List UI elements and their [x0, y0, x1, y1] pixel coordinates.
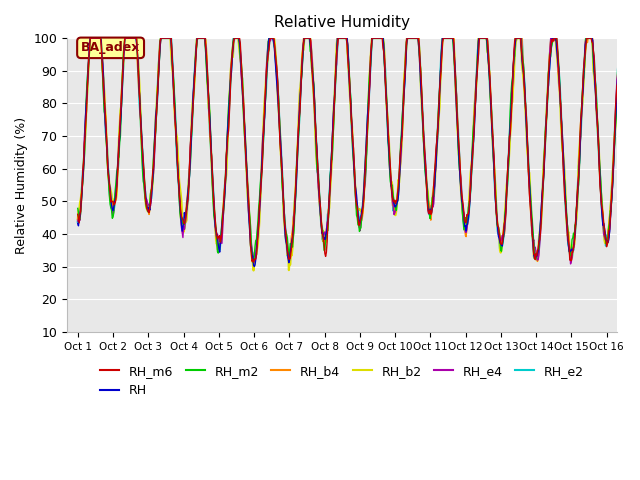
RH: [638, 228, 640, 234]
RH_m2: [451, 70, 459, 75]
RH_b4: [638, 217, 640, 223]
RH_e2: [420, 132, 428, 137]
RH_b2: [74, 216, 81, 222]
RH_m6: [294, 128, 302, 133]
Line: RH_m2: RH_m2: [77, 38, 640, 263]
RH_b4: [273, 66, 280, 72]
RH_e4: [74, 218, 81, 224]
RH_b4: [74, 217, 81, 223]
RH_m2: [74, 205, 81, 211]
RH_m6: [250, 259, 257, 265]
RH_b4: [419, 117, 426, 123]
RH_b2: [244, 203, 252, 208]
RH_e2: [244, 198, 252, 204]
RH: [273, 84, 281, 90]
RH_m2: [638, 222, 640, 228]
Title: Relative Humidity: Relative Humidity: [274, 15, 410, 30]
RH_e4: [638, 217, 640, 223]
Line: RH_e4: RH_e4: [77, 38, 640, 264]
RH_e4: [244, 208, 252, 214]
RH_e2: [74, 219, 81, 225]
Legend: RH_m6, RH, RH_m2, RH_b4, RH_b2, RH_e4, RH_e2: RH_m6, RH, RH_m2, RH_b4, RH_b2, RH_e4, R…: [95, 360, 589, 402]
RH: [141, 182, 148, 188]
RH: [451, 70, 459, 76]
RH_m2: [273, 71, 281, 77]
RH_b2: [294, 121, 302, 127]
RH_b2: [420, 132, 428, 138]
Line: RH_b4: RH_b4: [77, 38, 640, 262]
RH_e2: [285, 259, 293, 264]
RH_m6: [420, 130, 428, 136]
RH_b4: [141, 183, 148, 189]
RH_e2: [86, 35, 94, 41]
RH_e4: [86, 35, 94, 41]
RH: [74, 220, 81, 226]
RH: [250, 264, 258, 269]
RH_b2: [141, 182, 148, 188]
Y-axis label: Relative Humidity (%): Relative Humidity (%): [15, 117, 28, 253]
RH_m6: [141, 182, 148, 188]
RH_e2: [638, 216, 640, 222]
RH_m2: [244, 199, 252, 205]
Line: RH_b2: RH_b2: [77, 38, 640, 271]
RH: [86, 35, 94, 41]
RH_m2: [141, 192, 148, 197]
RH_b4: [86, 35, 94, 41]
RH_e4: [451, 54, 458, 60]
RH_b2: [273, 78, 281, 84]
RH_b4: [534, 259, 541, 264]
RH_e4: [294, 146, 301, 152]
RH_b4: [294, 137, 301, 143]
RH_m2: [420, 136, 428, 142]
RH_e2: [141, 184, 148, 190]
RH_m6: [74, 211, 81, 217]
RH_m6: [451, 71, 459, 76]
RH_m6: [244, 194, 252, 200]
RH_m2: [250, 260, 257, 266]
RH_e2: [294, 129, 302, 135]
RH: [294, 129, 302, 134]
RH_m2: [86, 35, 94, 41]
RH_e4: [273, 61, 280, 67]
RH_e2: [451, 72, 459, 78]
RH_e4: [141, 186, 148, 192]
RH_m6: [273, 69, 281, 74]
Text: BA_adex: BA_adex: [81, 41, 140, 54]
RH_m6: [86, 35, 94, 41]
Line: RH: RH: [77, 38, 640, 266]
RH_b2: [638, 221, 640, 227]
Line: RH_m6: RH_m6: [77, 38, 640, 262]
RH: [420, 130, 428, 135]
RH: [244, 201, 252, 206]
Line: RH_e2: RH_e2: [77, 38, 640, 262]
RH_e4: [566, 261, 574, 267]
RH_b2: [86, 35, 93, 41]
RH_b2: [451, 69, 459, 75]
RH_e2: [273, 63, 280, 69]
RH_m6: [638, 216, 640, 222]
RH_e4: [419, 118, 426, 123]
RH_m2: [294, 135, 302, 141]
RH_b4: [244, 187, 252, 193]
RH_b2: [250, 268, 257, 274]
RH_b4: [451, 47, 458, 53]
